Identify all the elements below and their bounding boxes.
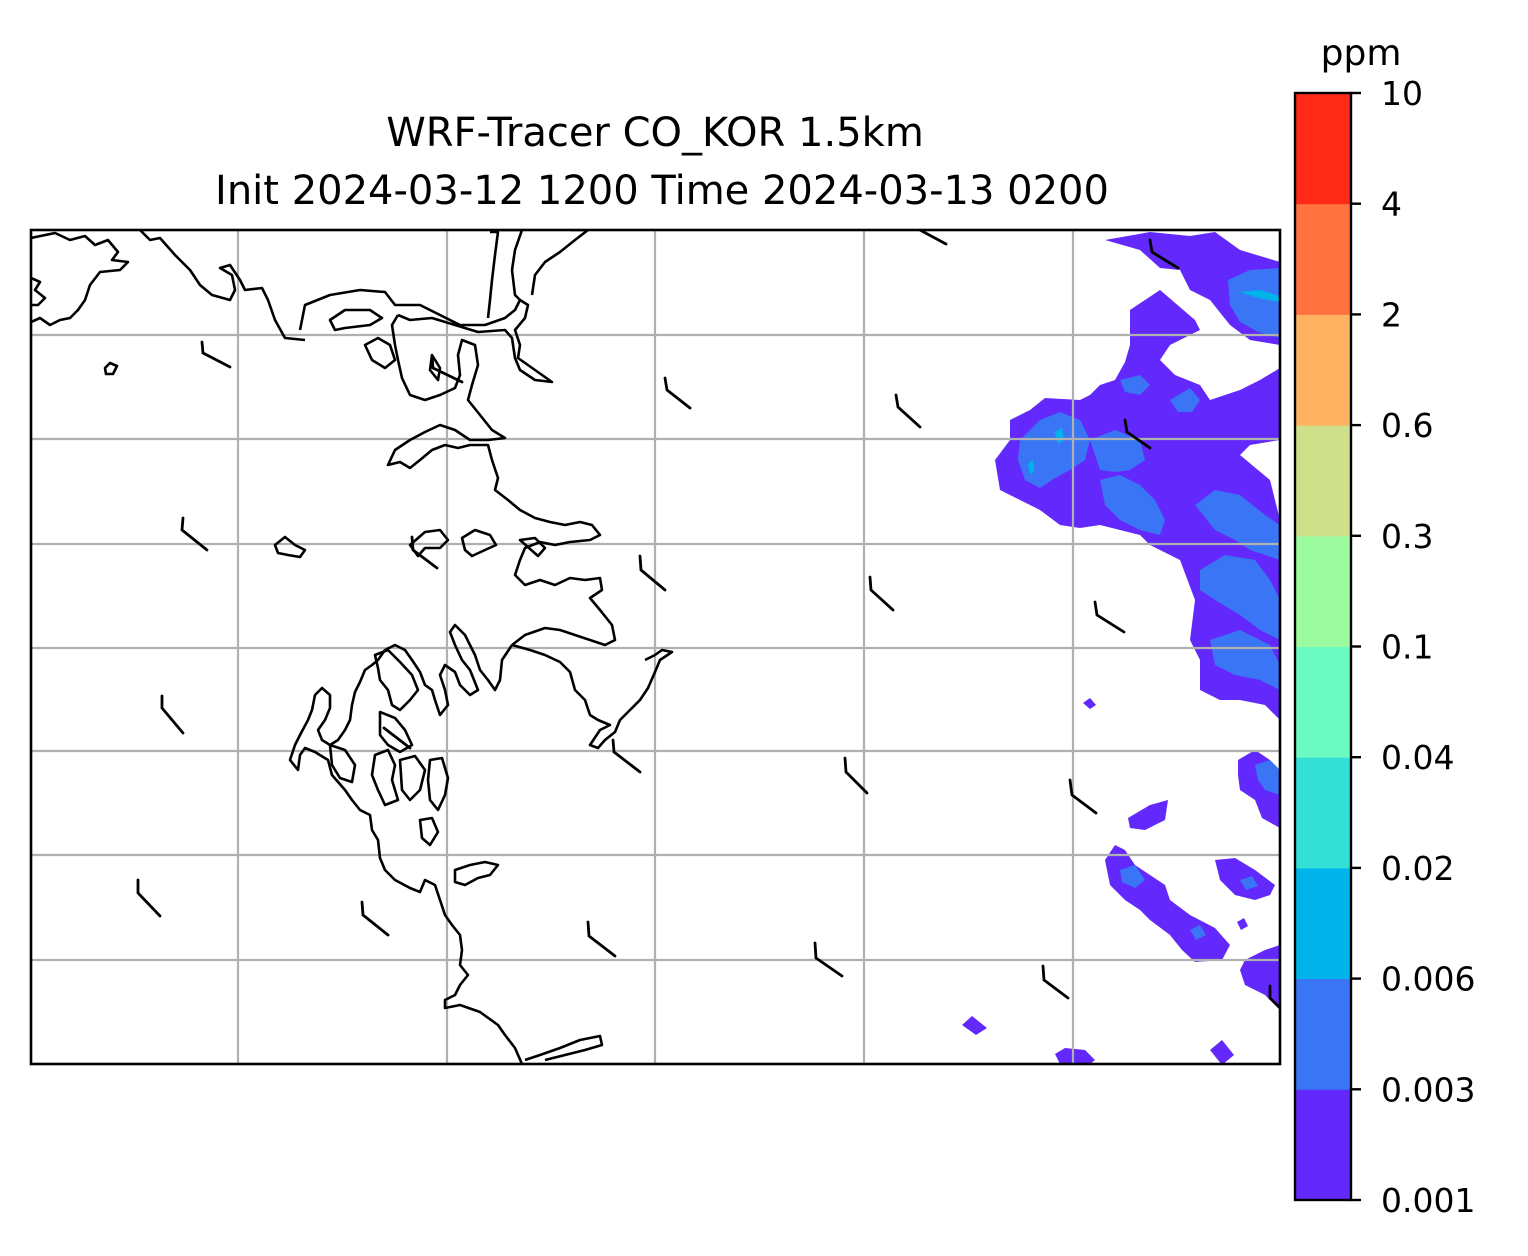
colorbar-tick-label: 0.001 <box>1381 1181 1475 1220</box>
colorbar: 0.001 0.003 0.006 0.02 0.04 0.1 0.3 0.6 2 4 10 ppm <box>1293 33 1475 1220</box>
colorbar-band <box>1295 314 1351 426</box>
map-area <box>29 228 1282 1066</box>
colorbar-tick-label: 0.003 <box>1381 1070 1475 1109</box>
colorbar-band <box>1295 93 1351 205</box>
colorbar-tick-label: 0.04 <box>1381 738 1454 777</box>
colorbar-tick-label: 2 <box>1381 295 1402 334</box>
colorbar-band <box>1295 757 1351 869</box>
colorbar-band <box>1295 867 1351 980</box>
title-line-2: Init 2024-03-12 1200 Time 2024-03-13 020… <box>215 168 1109 214</box>
colorbar-band <box>1295 978 1351 1090</box>
colorbar-tick-label: 0.3 <box>1381 517 1433 556</box>
map-frame <box>29 228 1282 1066</box>
coastlines <box>31 230 674 1064</box>
colorbar-band <box>1295 1089 1351 1201</box>
gridlines <box>31 230 1280 1064</box>
colorbar-tick-label: 0.6 <box>1381 406 1433 445</box>
colorbar-tick-label: 0.02 <box>1381 849 1454 888</box>
colorbar-band <box>1295 203 1351 315</box>
colorbar-tick-label: 0.1 <box>1381 628 1433 667</box>
concentration-contours <box>962 232 1280 1064</box>
colorbar-tick-label: 4 <box>1381 185 1402 224</box>
colorbar-band <box>1295 535 1351 647</box>
wind-barbs <box>136 230 1280 1010</box>
colorbar-tick-label: 0.006 <box>1381 960 1475 999</box>
colorbar-band <box>1295 425 1351 537</box>
colorbar-band <box>1295 646 1351 758</box>
colorbar-tick-label: 10 <box>1381 74 1423 113</box>
colorbar-unit: ppm <box>1321 33 1402 74</box>
title-line-1: WRF-Tracer CO_KOR 1.5km <box>386 110 924 156</box>
